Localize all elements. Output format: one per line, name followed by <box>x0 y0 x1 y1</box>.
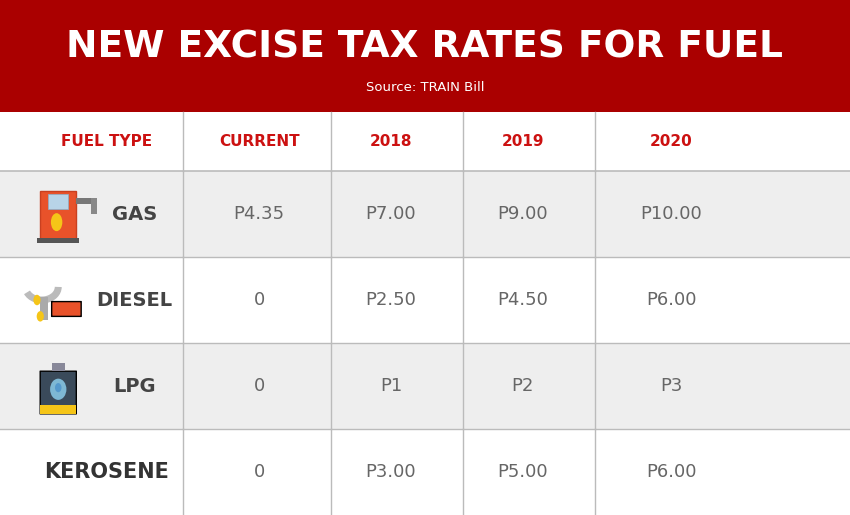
Text: P10.00: P10.00 <box>641 205 702 223</box>
Text: 0: 0 <box>253 377 265 395</box>
Text: P4.50: P4.50 <box>497 291 548 309</box>
Text: P2: P2 <box>512 377 534 395</box>
Text: 2018: 2018 <box>370 134 412 149</box>
Text: NEW EXCISE TAX RATES FOR FUEL: NEW EXCISE TAX RATES FOR FUEL <box>66 29 784 65</box>
Text: P9.00: P9.00 <box>497 205 548 223</box>
Text: CURRENT: CURRENT <box>219 134 299 149</box>
Text: GAS: GAS <box>111 204 157 224</box>
Text: DIESEL: DIESEL <box>96 290 173 310</box>
Text: 0: 0 <box>253 463 265 481</box>
Text: P5.00: P5.00 <box>497 463 548 481</box>
Bar <box>48 194 68 209</box>
Ellipse shape <box>37 311 44 321</box>
Bar <box>0 343 850 429</box>
Bar <box>52 363 65 371</box>
Text: 2019: 2019 <box>502 134 544 149</box>
Bar <box>76 198 94 204</box>
Text: P6.00: P6.00 <box>646 463 697 481</box>
Text: P3: P3 <box>660 377 683 395</box>
Text: LPG: LPG <box>113 376 156 396</box>
Bar <box>0 0 850 112</box>
Text: P2.50: P2.50 <box>366 291 416 309</box>
Ellipse shape <box>51 213 62 231</box>
Bar <box>37 237 80 244</box>
FancyBboxPatch shape <box>40 371 76 414</box>
Text: FUEL TYPE: FUEL TYPE <box>60 134 152 149</box>
Text: Source: TRAIN Bill: Source: TRAIN Bill <box>366 81 484 94</box>
Text: KEROSENE: KEROSENE <box>44 462 168 482</box>
Text: P6.00: P6.00 <box>646 291 697 309</box>
Bar <box>91 198 98 214</box>
Bar <box>40 297 48 320</box>
Text: 0: 0 <box>253 291 265 309</box>
Text: 2020: 2020 <box>650 134 693 149</box>
Text: P4.35: P4.35 <box>234 205 285 223</box>
Text: P3.00: P3.00 <box>366 463 416 481</box>
Bar <box>0 429 850 515</box>
Text: P1: P1 <box>380 377 402 395</box>
Bar <box>40 405 76 414</box>
Bar <box>0 257 850 343</box>
FancyBboxPatch shape <box>52 302 82 316</box>
Bar <box>40 191 76 240</box>
Ellipse shape <box>55 383 61 392</box>
Text: P7.00: P7.00 <box>366 205 416 223</box>
Bar <box>0 171 850 257</box>
Bar <box>0 112 850 171</box>
Ellipse shape <box>33 295 41 305</box>
Ellipse shape <box>50 379 66 400</box>
